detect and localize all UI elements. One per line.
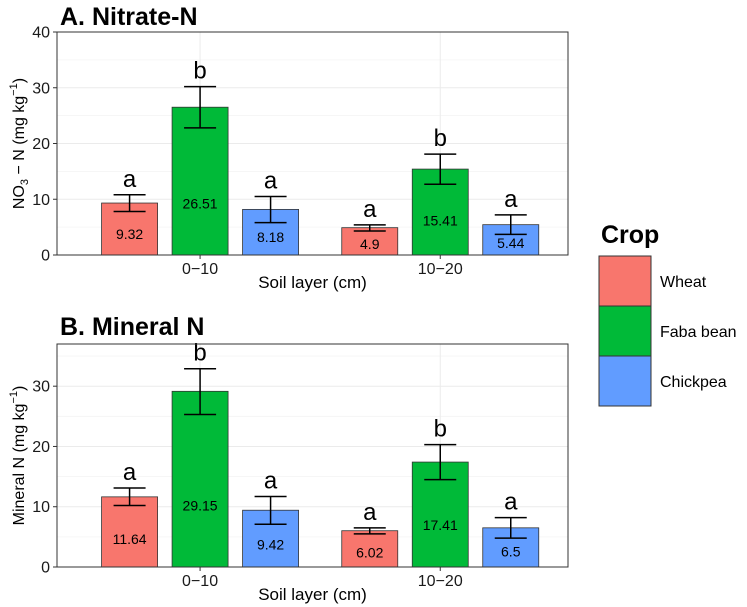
y-axis-label: Mineral N (mg kg−1) (8, 386, 28, 526)
data-label: 9.42 (257, 536, 284, 552)
data-label: 8.18 (257, 229, 284, 245)
significance-letter: a (504, 489, 518, 516)
legend-key-faba-bean (598, 305, 652, 357)
data-label: 6.02 (356, 544, 383, 560)
significance-letter: b (434, 416, 447, 443)
bar-wheat-0 (101, 496, 158, 568)
data-label: 26.51 (183, 195, 218, 211)
significance-letter: b (193, 58, 206, 85)
significance-letter: a (363, 196, 377, 223)
significance-letter: a (363, 499, 377, 526)
significance-letter: a (123, 166, 137, 193)
y-tick-label: 30 (32, 80, 50, 97)
significance-letter: b (193, 340, 206, 367)
chart-panel-a: a 9.32 b 26.51 a 8.18 a 4.9 b 15.41 a 5.44 0 10 20 30 40… (8, 3, 569, 292)
legend-label: Chickpea (660, 374, 727, 391)
significance-letter: a (264, 167, 278, 194)
legend-key-wheat (598, 255, 652, 307)
y-tick-label: 10 (32, 192, 50, 209)
bar-wheat-1 (341, 227, 399, 256)
data-label: 29.15 (183, 498, 218, 514)
y-tick-label: 20 (32, 439, 50, 456)
data-label: 17.41 (423, 517, 458, 533)
x-axis-label: Soil layer (cm) (258, 273, 367, 292)
y-tick-label: 10 (32, 499, 50, 516)
data-label: 4.9 (360, 236, 380, 252)
x-tick-label: 10−20 (418, 573, 463, 590)
y-axis-label: NO3 − N (mg kg−1) (8, 78, 31, 209)
significance-letter: b (434, 125, 447, 152)
x-tick-label: 0−10 (182, 573, 218, 590)
data-label: 6.5 (501, 543, 521, 559)
y-tick-label: 20 (32, 136, 50, 153)
legend-key-chickpea (598, 355, 652, 407)
legend-label: Faba bean (660, 324, 737, 341)
bar-faba-bean-0 (171, 106, 229, 256)
panel-title: A. Nitrate-N (60, 3, 198, 31)
y-tick-label: 0 (41, 248, 50, 265)
data-label: 11.64 (113, 531, 147, 547)
x-tick-label: 0−10 (182, 261, 218, 278)
significance-letter: a (264, 467, 278, 494)
x-axis-label: Soil layer (cm) (258, 585, 367, 604)
data-label: 9.32 (116, 226, 143, 242)
data-label: 15.41 (423, 213, 458, 229)
data-label: 5.44 (497, 235, 524, 251)
significance-letter: a (504, 186, 518, 213)
legend-title: Crop (601, 221, 659, 249)
legend-label: Wheat (660, 274, 707, 291)
significance-letter: a (123, 459, 137, 486)
x-tick-label: 10−20 (418, 261, 463, 278)
chart-panel-b: a 11.64 b 29.15 a 9.42 a 6.02 b 17.41 a 6.5 0 10 20 30 0… (8, 313, 569, 604)
y-tick-label: 30 (32, 379, 50, 396)
plot-border (56, 343, 569, 568)
panel-title: B. Mineral N (60, 313, 204, 341)
y-tick-label: 40 (32, 25, 50, 42)
y-tick-label: 0 (41, 560, 50, 577)
legend: Crop Wheat Faba bean Chickpea (598, 221, 737, 407)
bar-faba-bean-0 (171, 390, 229, 568)
